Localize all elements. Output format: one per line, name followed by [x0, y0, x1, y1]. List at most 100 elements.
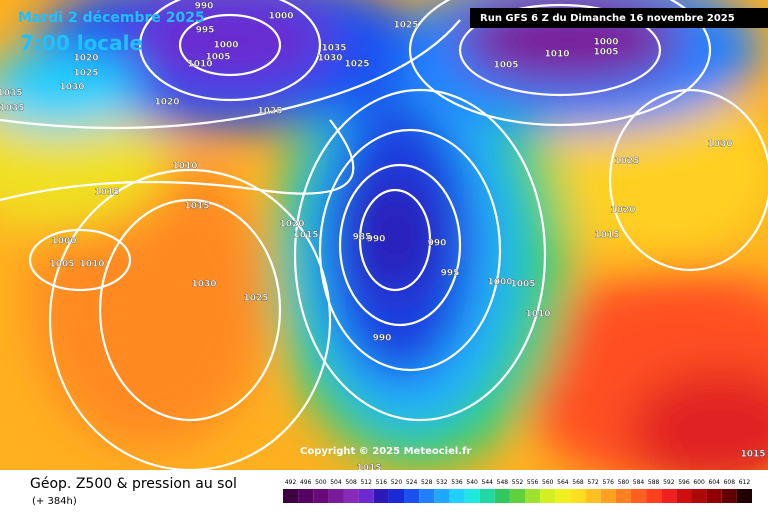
legend-label: 604: [708, 479, 720, 486]
legend-swatch: [419, 489, 435, 503]
legend: 492 496 500 504 508 512 516 520 524 528 532 536 540 5…: [283, 479, 752, 503]
legend-label: 588: [648, 479, 660, 486]
legend-label: 568: [572, 479, 584, 486]
isobars: [0, 0, 768, 470]
legend-label: 572: [587, 479, 599, 486]
legend-swatch: [373, 489, 389, 503]
isobar-label: 1025: [393, 21, 418, 31]
legend-label: 580: [618, 479, 630, 486]
legend-label: 508: [345, 479, 357, 486]
legend-label: 552: [512, 479, 524, 486]
legend-label: 528: [421, 479, 433, 486]
legend-label: 600: [693, 479, 705, 486]
legend-label: 612: [739, 479, 751, 486]
isobar-label: 1005: [493, 61, 518, 71]
legend-label: 532: [436, 479, 448, 486]
legend-swatch: [646, 489, 662, 503]
legend-label: 548: [497, 479, 509, 486]
date: Mardi 2 décembre 2025: [18, 10, 205, 26]
legend-swatch: [404, 489, 420, 503]
isobar-label: 1035: [0, 89, 23, 99]
legend-swatch: [509, 489, 526, 503]
isobar-label: 1000: [268, 12, 293, 22]
legend-swatch: [691, 489, 707, 503]
isobar-label: 1030: [707, 140, 732, 150]
isobar-label: 1015: [356, 464, 381, 474]
legend-swatch: [434, 489, 450, 503]
isobar-label: 1010: [79, 260, 104, 270]
isobar-label: 1000: [487, 278, 512, 288]
legend-swatch: [706, 489, 722, 503]
isobar-label: 1020: [279, 220, 304, 230]
legend-label: 544: [482, 479, 494, 486]
isobar-label: 1035: [321, 44, 346, 54]
isobar-label: 995: [196, 26, 215, 36]
isobar-label: 1005: [510, 280, 535, 290]
isobar-label: 1020: [73, 54, 98, 64]
isobar-label: 1005: [593, 48, 618, 58]
legend-swatch: [585, 489, 601, 503]
isobar-label: 990: [373, 334, 392, 344]
legend-swatch: [615, 489, 631, 503]
legend-label: 512: [360, 479, 372, 486]
legend-label: 608: [724, 479, 736, 486]
legend-label: 496: [300, 479, 312, 486]
isobar-label: 1025: [614, 157, 639, 167]
legend-label: 592: [663, 479, 675, 486]
legend-swatch: [721, 489, 737, 503]
legend-label: 584: [633, 479, 645, 486]
isobar-label: 1005: [205, 53, 230, 63]
isobar-label: 1030: [317, 54, 342, 64]
isobar-label: 1010: [544, 50, 569, 60]
legend-swatch: [676, 489, 692, 503]
run-box: [470, 8, 768, 28]
isobar-label: 1015: [293, 231, 318, 241]
legend-label: 516: [376, 479, 388, 486]
isobar-label: 1030: [59, 83, 84, 93]
legend-label: 536: [451, 479, 463, 486]
isobar-labels: 9901000995100010051010102010251030103510…: [0, 1, 766, 474]
legend-swatch: [525, 489, 541, 503]
legend-label: 524: [406, 479, 418, 486]
footer-subtitle: (+ 384h): [32, 496, 77, 507]
legend-swatch: [479, 489, 495, 503]
legend-label: 540: [466, 479, 478, 486]
isobar-label: 1015: [94, 188, 119, 198]
legend-label: 564: [557, 479, 569, 486]
legend-swatch: [449, 489, 465, 503]
isobar-label: 990: [367, 235, 386, 245]
legend-label: 556: [527, 479, 539, 486]
isobar-label: 1025: [257, 107, 282, 117]
legend-swatch: [555, 489, 571, 503]
copyright: Copyright © 2025 Meteociel.fr: [300, 446, 471, 457]
legend-label: 500: [315, 479, 327, 486]
isobar-label: 985: [353, 233, 372, 243]
legend-swatch: [570, 489, 586, 503]
legend-label: 504: [330, 479, 342, 486]
legend-swatch: [600, 489, 616, 503]
isobar-label: 1010: [187, 60, 212, 70]
isobar-label: 1020: [154, 98, 179, 108]
isobar-label: 1010: [525, 310, 550, 320]
legend-swatch: [343, 489, 359, 503]
isobar-label: 1015: [740, 450, 765, 460]
isobar-label: 1025: [243, 294, 268, 304]
footer-title: Géop. Z500 & pression au sol: [30, 476, 237, 492]
time: 7:00 locale: [20, 31, 143, 55]
legend-swatch: [283, 489, 299, 503]
legend-label: 596: [678, 479, 690, 486]
legend-swatch: [630, 489, 647, 503]
legend-swatch: [298, 489, 314, 503]
legend-swatch: [328, 489, 344, 503]
isobar-label: 1020: [610, 206, 635, 216]
isobar-label: 1025: [344, 60, 369, 70]
isobar-label: 1015: [184, 202, 209, 212]
legend-swatch: [388, 489, 405, 503]
legend-swatch: [313, 489, 329, 503]
legend-label: 560: [542, 479, 554, 486]
isobar-label: 1035: [0, 104, 25, 114]
legend-swatch: [494, 489, 510, 503]
isobar-label: 990: [428, 239, 447, 249]
legend-label: 520: [391, 479, 403, 486]
